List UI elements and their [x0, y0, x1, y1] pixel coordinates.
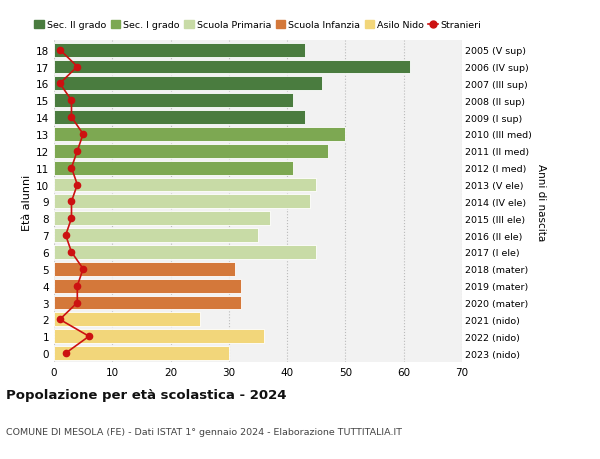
- Y-axis label: Età alunni: Età alunni: [22, 174, 32, 230]
- Bar: [54, 128, 346, 141]
- Bar: [54, 313, 200, 327]
- Bar: [54, 263, 235, 276]
- Text: COMUNE DI MESOLA (FE) - Dati ISTAT 1° gennaio 2024 - Elaborazione TUTTITALIA.IT: COMUNE DI MESOLA (FE) - Dati ISTAT 1° ge…: [6, 427, 402, 436]
- Bar: [54, 61, 410, 74]
- Bar: [54, 296, 241, 310]
- Bar: [54, 347, 229, 360]
- Bar: [54, 111, 305, 125]
- Bar: [54, 212, 269, 226]
- Bar: [54, 77, 322, 91]
- Bar: [54, 44, 305, 57]
- Bar: [54, 279, 241, 293]
- Bar: [54, 330, 264, 343]
- Bar: [54, 94, 293, 108]
- Bar: [54, 162, 293, 175]
- Bar: [54, 195, 310, 209]
- Bar: [54, 229, 258, 242]
- Bar: [54, 246, 316, 259]
- Text: Popolazione per età scolastica - 2024: Popolazione per età scolastica - 2024: [6, 388, 287, 401]
- Bar: [54, 145, 328, 158]
- Bar: [54, 178, 316, 192]
- Legend: Sec. II grado, Sec. I grado, Scuola Primaria, Scuola Infanzia, Asilo Nido, Stran: Sec. II grado, Sec. I grado, Scuola Prim…: [34, 21, 482, 30]
- Y-axis label: Anni di nascita: Anni di nascita: [536, 163, 545, 241]
